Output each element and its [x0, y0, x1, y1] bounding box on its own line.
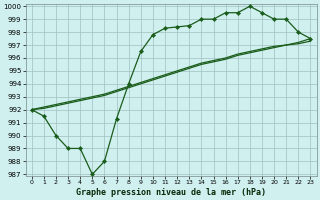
X-axis label: Graphe pression niveau de la mer (hPa): Graphe pression niveau de la mer (hPa) — [76, 188, 266, 197]
